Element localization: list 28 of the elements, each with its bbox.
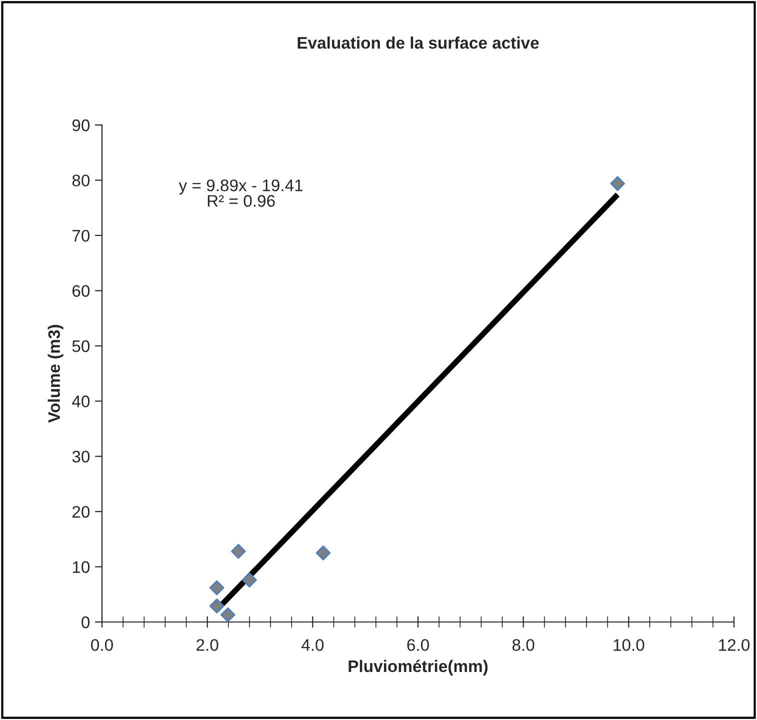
chart-title: Evaluation de la surface active bbox=[298, 36, 539, 49]
x-tick-label: 6.0 bbox=[407, 639, 429, 651]
x-tick-label: 12.0 bbox=[719, 639, 750, 651]
point bbox=[242, 572, 257, 588]
point bbox=[316, 546, 331, 560]
y-tick-label: 0 bbox=[82, 616, 90, 628]
y-tick-label: 30 bbox=[72, 450, 90, 463]
y-tick-label: 70 bbox=[72, 230, 90, 242]
y-tick-label: 80 bbox=[72, 174, 90, 186]
y-tick-label: 90 bbox=[72, 119, 90, 132]
y-tick-label: 60 bbox=[72, 285, 90, 297]
point bbox=[230, 544, 246, 559]
x-tick-label: 4.0 bbox=[301, 639, 324, 651]
y-tick-label: 10 bbox=[72, 561, 90, 573]
y-tick-label: 40 bbox=[72, 396, 90, 408]
y-tick-label: 20 bbox=[72, 506, 90, 518]
y-tick-label: 50 bbox=[72, 340, 90, 352]
point bbox=[209, 580, 224, 596]
point bbox=[220, 607, 236, 622]
x-tick-label: 2.0 bbox=[196, 639, 218, 651]
y-axis-title: Volume (m3) bbox=[48, 324, 64, 423]
x-tick-label: 10.0 bbox=[614, 639, 644, 651]
x-axis-title: Pluviométrie(mm) bbox=[348, 660, 488, 676]
x-tick-label: 8.0 bbox=[512, 639, 534, 651]
point bbox=[610, 176, 626, 191]
annotation: y = 9.89x - 19.41 R² = 0.96 bbox=[178, 179, 303, 207]
point bbox=[209, 598, 224, 614]
x-tick-label: 0.0 bbox=[91, 639, 113, 651]
